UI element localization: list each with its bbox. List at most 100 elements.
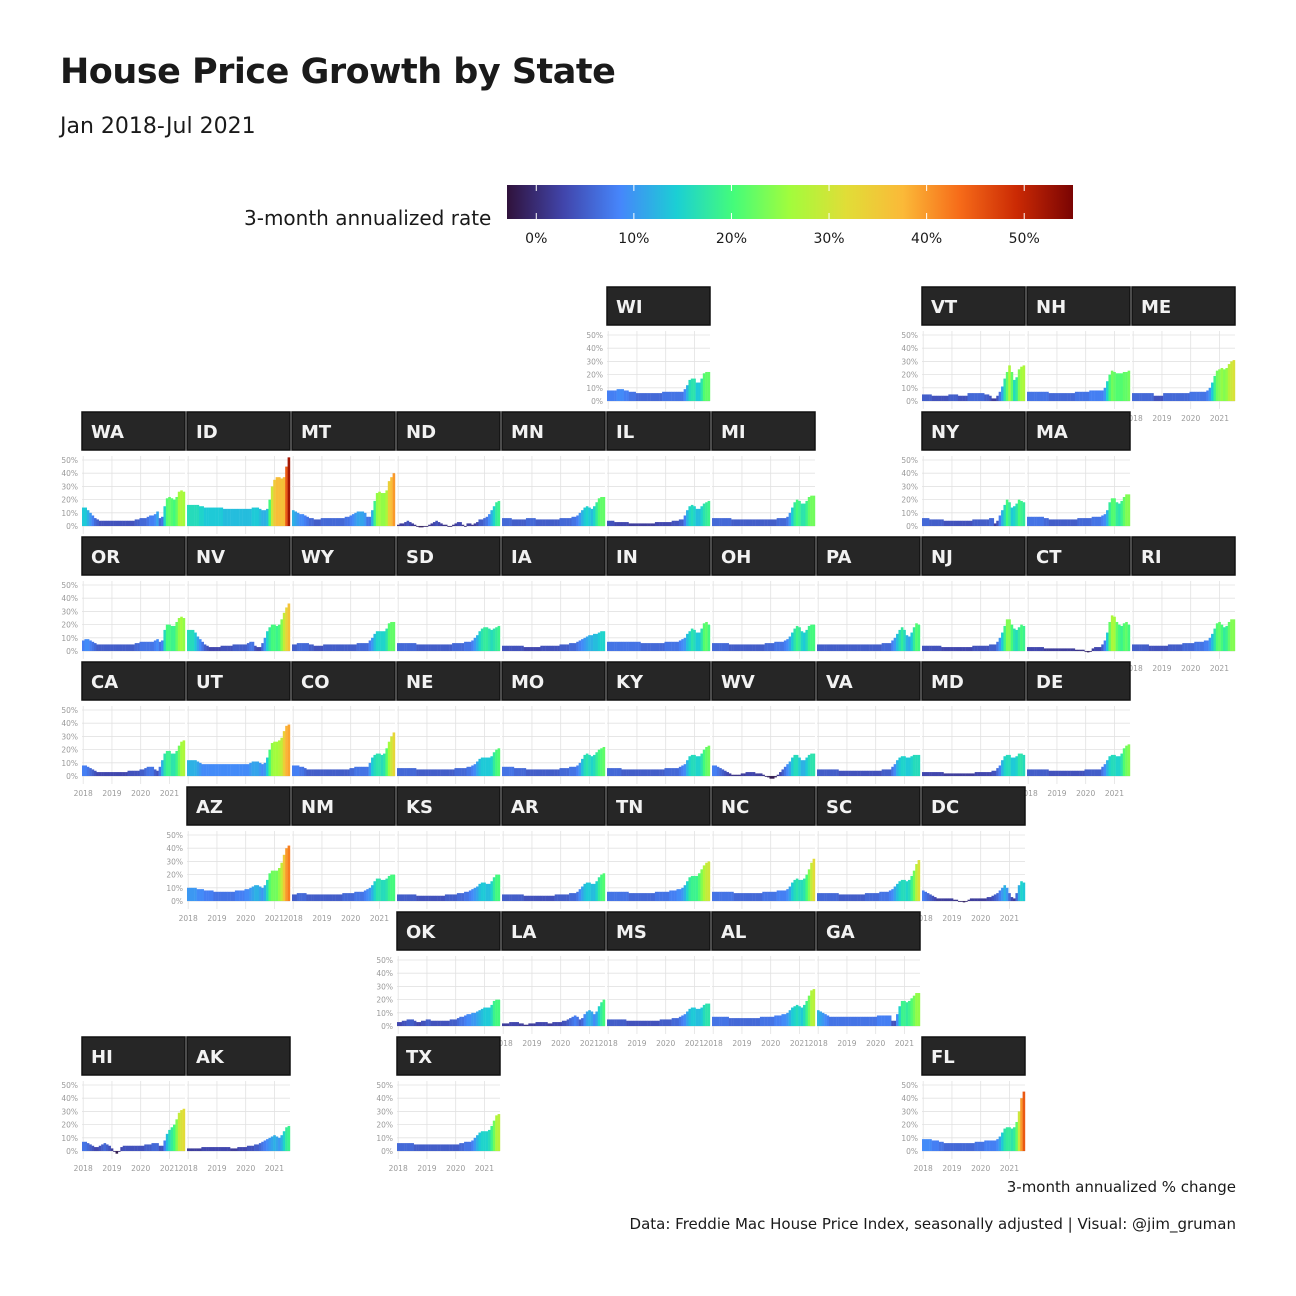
bar	[554, 894, 558, 902]
y-tick-label: 0%	[906, 1147, 918, 1156]
bar	[516, 1022, 519, 1027]
bar	[478, 519, 482, 527]
bar	[513, 645, 517, 652]
bar	[623, 769, 627, 777]
bar	[1108, 756, 1112, 777]
bar	[461, 643, 465, 652]
bar	[1034, 516, 1037, 527]
bar	[735, 519, 739, 527]
bar	[564, 1020, 567, 1027]
bar	[105, 520, 109, 527]
bar	[201, 1147, 204, 1152]
bar	[480, 1008, 484, 1027]
bar	[843, 770, 846, 777]
bar	[1050, 519, 1054, 527]
bar	[628, 523, 632, 527]
bar	[566, 768, 570, 777]
bar	[593, 506, 596, 527]
bar	[747, 772, 751, 777]
bar	[356, 766, 360, 777]
bar	[86, 766, 90, 777]
bar	[428, 1019, 431, 1027]
bar	[884, 1015, 887, 1027]
bar	[654, 1020, 658, 1027]
bar	[511, 766, 515, 777]
bar	[325, 894, 329, 902]
bar	[296, 765, 300, 777]
bar	[413, 1020, 417, 1027]
bar	[110, 644, 114, 652]
bar	[967, 1143, 971, 1152]
bar	[156, 639, 159, 652]
bar	[222, 764, 226, 777]
bar	[686, 760, 689, 777]
facet-strip	[501, 911, 606, 951]
x-tick-label: 2020	[971, 1164, 990, 1173]
x-tick-label: 2021	[370, 914, 389, 923]
bar	[831, 893, 834, 902]
facet-label: CT	[1036, 547, 1062, 568]
bar	[597, 749, 601, 777]
bar	[1122, 371, 1126, 402]
bar	[1172, 644, 1176, 652]
bar	[521, 519, 524, 527]
bar	[215, 1147, 219, 1152]
chart-title: House Price Growth by State	[60, 52, 616, 92]
bar	[225, 508, 228, 527]
bar	[803, 760, 806, 777]
bar	[206, 645, 209, 652]
bar	[893, 637, 897, 652]
bar	[325, 518, 329, 527]
bar	[924, 772, 927, 777]
facet-label: SD	[406, 547, 434, 568]
bar	[810, 624, 813, 652]
bar	[230, 764, 233, 777]
bar	[633, 391, 636, 402]
bar	[437, 644, 441, 652]
bar	[230, 1148, 233, 1152]
bar	[117, 1151, 121, 1152]
bar	[483, 882, 486, 902]
facet-label: OR	[91, 547, 120, 568]
bar	[542, 895, 546, 902]
bar	[1017, 753, 1021, 777]
bar	[449, 894, 453, 902]
bar	[590, 756, 594, 777]
facet-id: ID	[186, 411, 291, 534]
bar	[471, 889, 474, 902]
bar	[929, 519, 932, 527]
bar	[977, 393, 980, 402]
bar	[187, 1148, 190, 1152]
y-tick-label: 40%	[901, 469, 918, 478]
bar	[296, 893, 300, 902]
bar	[972, 898, 975, 902]
bar	[401, 768, 405, 777]
bar	[695, 756, 699, 777]
x-tick-label: 2020	[761, 1039, 780, 1048]
bar	[392, 621, 396, 652]
bar	[103, 772, 107, 777]
bar	[745, 772, 749, 777]
bar	[705, 621, 708, 652]
bar	[170, 498, 174, 527]
bar	[244, 1147, 248, 1152]
bar	[638, 893, 641, 902]
bar	[287, 845, 291, 902]
bar	[566, 894, 570, 902]
bar	[888, 643, 892, 652]
bar	[1077, 770, 1080, 777]
bar	[657, 1020, 660, 1027]
bar	[404, 643, 407, 652]
bar	[941, 647, 944, 652]
bar	[698, 756, 701, 777]
bar	[623, 641, 627, 652]
bar	[165, 498, 169, 527]
bar	[513, 894, 517, 902]
bar	[926, 772, 930, 777]
bar	[1053, 519, 1056, 527]
bar	[330, 518, 333, 527]
bar	[268, 873, 272, 902]
bar	[397, 1022, 400, 1027]
bar	[1223, 369, 1226, 402]
